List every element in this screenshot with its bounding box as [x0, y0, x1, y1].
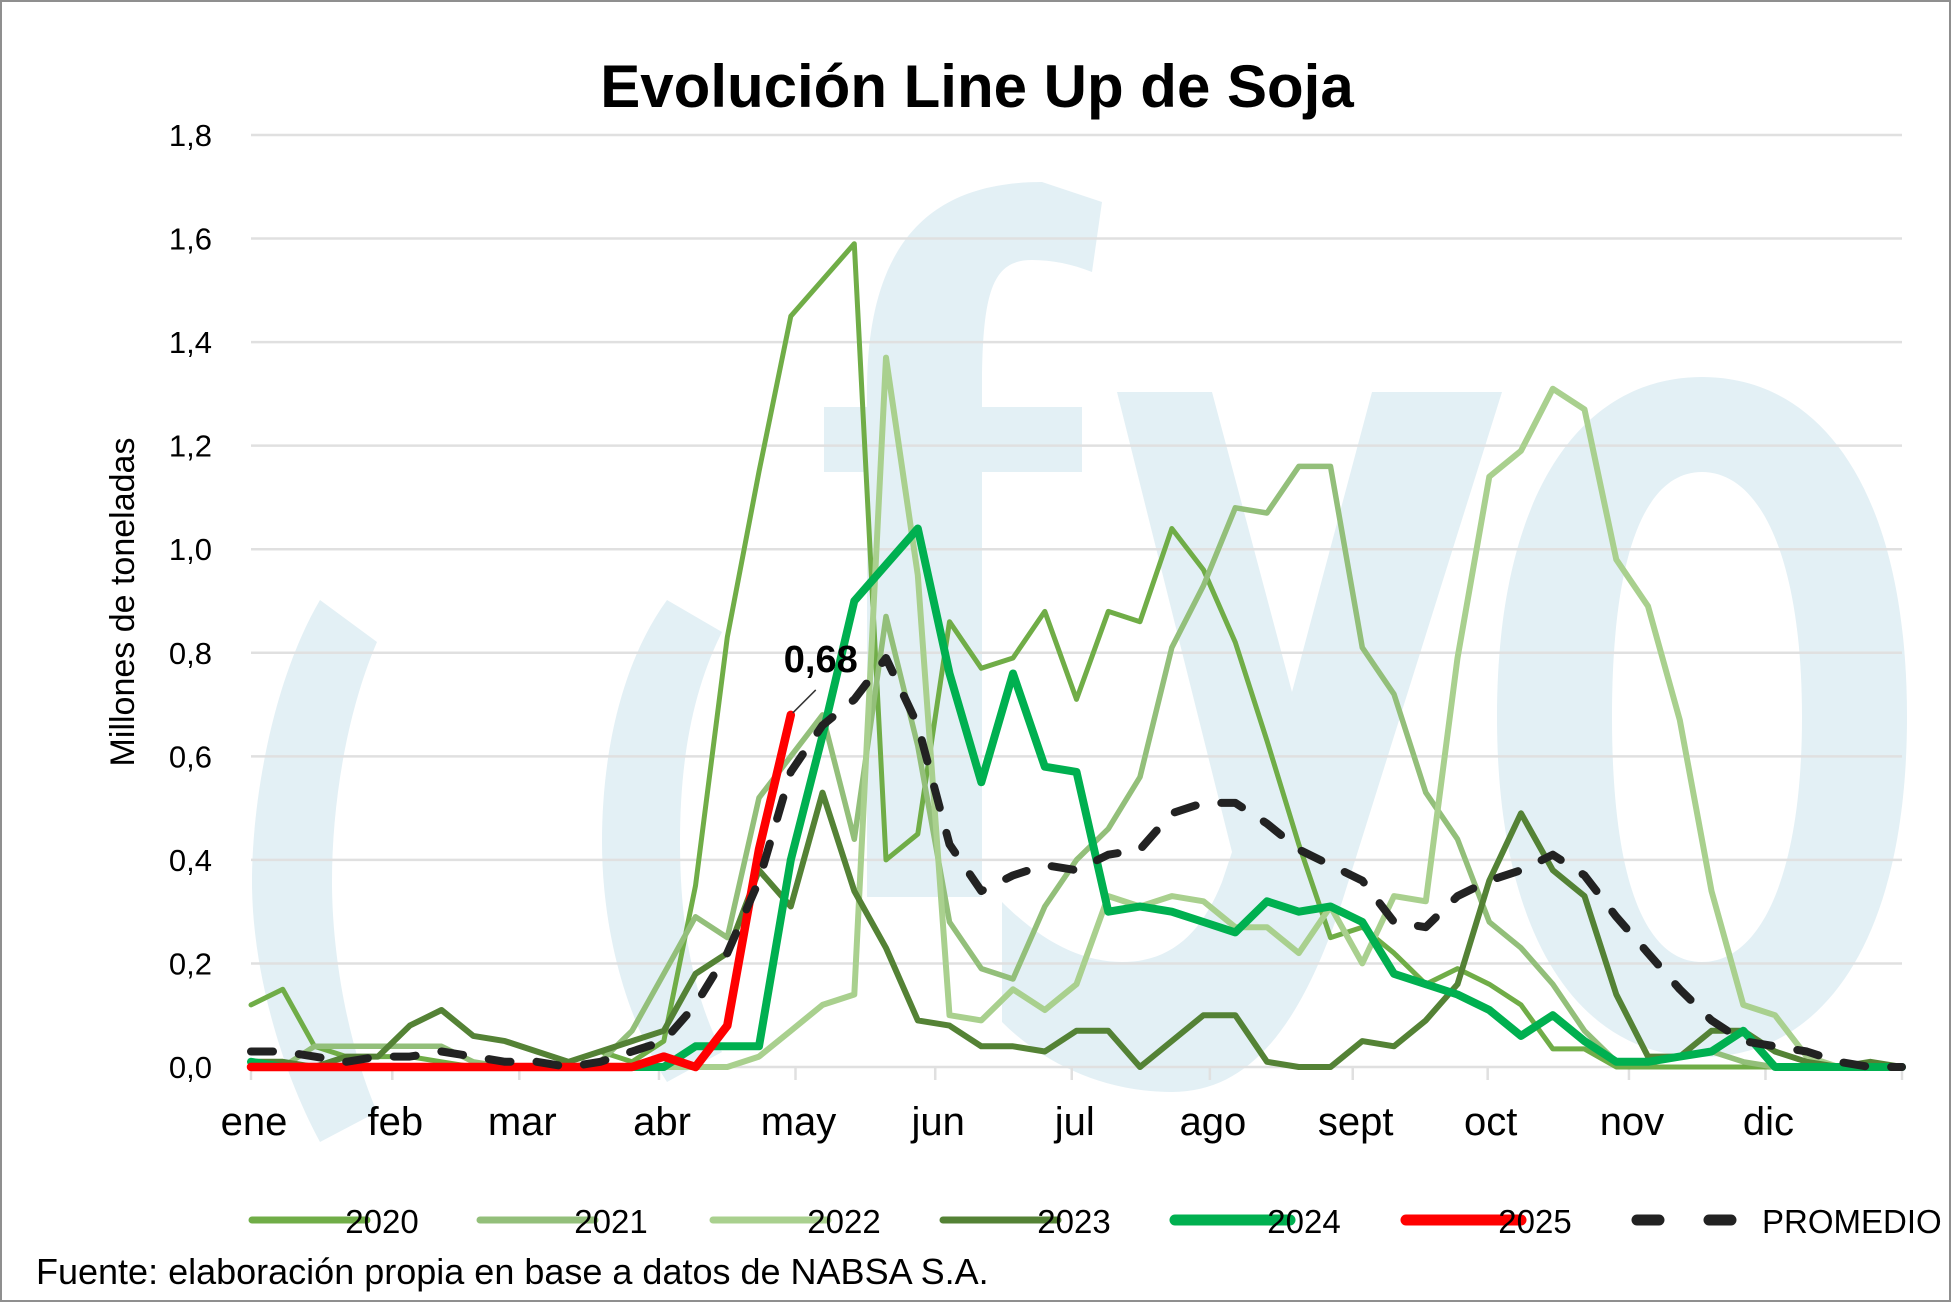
fyo-watermark-logo: [252, 182, 1907, 1142]
y-tick-label: 0,0: [169, 1050, 212, 1085]
watermark-letter-o: [1497, 377, 1907, 1057]
y-tick-label: 0,2: [169, 946, 212, 981]
y-axis-tick-labels: 0,0 0,2 0,4 0,6 0,8 1,0 1,2 1,4 1,6 1,8: [169, 118, 212, 1085]
x-tick-label: ago: [1179, 1100, 1246, 1144]
legend-label: PROMEDIO: [1762, 1203, 1942, 1240]
x-tick-label: feb: [367, 1100, 423, 1144]
data-label-2025-last: 0,68: [784, 639, 858, 714]
series-line-2025: [246, 710, 796, 1072]
x-tick-label: jun: [911, 1100, 965, 1144]
x-tick-label: dic: [1743, 1100, 1794, 1144]
watermark-letter-y: [1002, 392, 1502, 1092]
x-tick-label: abr: [633, 1100, 691, 1144]
legend-label: 2020: [345, 1203, 418, 1240]
y-tick-label: 1,4: [169, 325, 212, 360]
legend-label: 2024: [1267, 1203, 1340, 1240]
source-note: Fuente: elaboración propia en base a dat…: [36, 1251, 989, 1292]
data-label-text: 0,68: [784, 639, 858, 681]
series-line-promedio: [247, 654, 1906, 1071]
x-tick-label: mar: [488, 1100, 557, 1144]
legend-item-2022: 2022: [709, 1203, 881, 1240]
legend-item-2021: 2021: [476, 1203, 648, 1240]
x-axis: ene feb mar abr may jun jul ago sept oct nov dic: [221, 1067, 1904, 1144]
watermark-letter-f: [824, 182, 1102, 897]
x-tick-label: ene: [221, 1100, 288, 1144]
legend-item-2024: 2024: [1169, 1203, 1341, 1240]
legend-label: 2022: [807, 1203, 880, 1240]
chart-title: Evolución Line Up de Soja: [600, 53, 1354, 120]
y-tick-label: 0,4: [169, 843, 212, 878]
legend-item-2025: 2025: [1400, 1203, 1572, 1240]
legend-label: 2023: [1037, 1203, 1110, 1240]
legend-label: 2021: [574, 1203, 647, 1240]
y-tick-label: 0,8: [169, 636, 212, 671]
y-tick-label: 0,6: [169, 739, 212, 774]
data-label-leader-line: [792, 689, 817, 714]
watermark-left-paren: [252, 600, 377, 1142]
x-tick-label: nov: [1600, 1100, 1665, 1144]
y-tick-label: 1,0: [169, 532, 212, 567]
watermark-paren-2: [602, 600, 722, 1082]
x-tick-label: may: [761, 1100, 837, 1144]
gridlines: [251, 133, 1902, 1069]
y-axis-label: Millones de toneladas: [104, 438, 142, 767]
x-tick-label: oct: [1464, 1100, 1517, 1144]
y-tick-label: 1,2: [169, 429, 212, 464]
legend-item-2023: 2023: [939, 1203, 1111, 1240]
legend-item-2020: 2020: [248, 1203, 419, 1240]
legend-item-promedio: PROMEDIO: [1631, 1203, 1942, 1240]
legend: 2020 2021 2022 2023 2024 2025 PROMEDIO: [248, 1203, 1942, 1240]
legend-label: 2025: [1498, 1203, 1571, 1240]
series-lines: [246, 241, 1906, 1072]
x-tick-label: sept: [1318, 1100, 1394, 1144]
x-tick-label: jul: [1054, 1100, 1095, 1144]
y-tick-label: 1,6: [169, 222, 212, 257]
y-tick-label: 1,8: [169, 118, 212, 153]
series-line-2023: [248, 789, 1905, 1070]
